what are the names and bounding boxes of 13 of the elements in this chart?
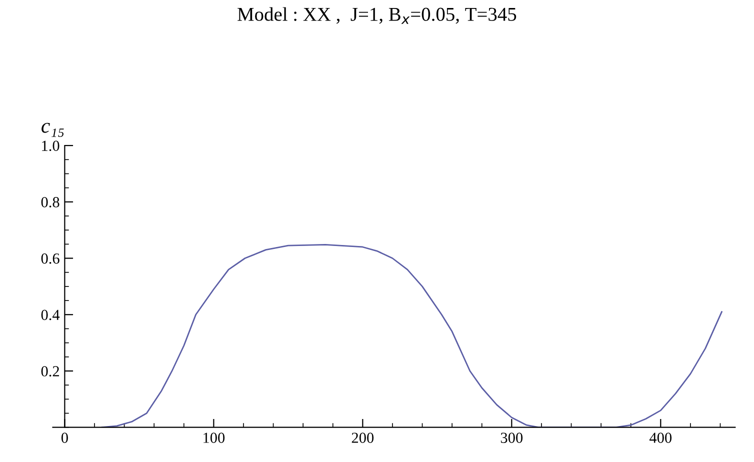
x-tick-label: 0 (61, 432, 68, 443)
y-tick-label: 0.4 (41, 310, 60, 320)
x-tick-label: 400 (649, 432, 672, 443)
chart-title: Model : XX , J=1, B$_{x}$=0.05, T=345 (238, 7, 516, 24)
x-tick-label: 200 (352, 432, 374, 443)
x-tick-label: 300 (500, 432, 523, 443)
y-tick-label: 0.8 (41, 197, 60, 208)
x-tick-label: 100 (204, 432, 225, 443)
y-tick-label: 0.2 (41, 366, 59, 377)
y-axis-title: c₁₅ (42, 122, 64, 137)
line-series (101, 244, 722, 428)
y-tick-label: 0.6 (41, 253, 60, 264)
y-tick-label: 1.0 (42, 140, 60, 152)
